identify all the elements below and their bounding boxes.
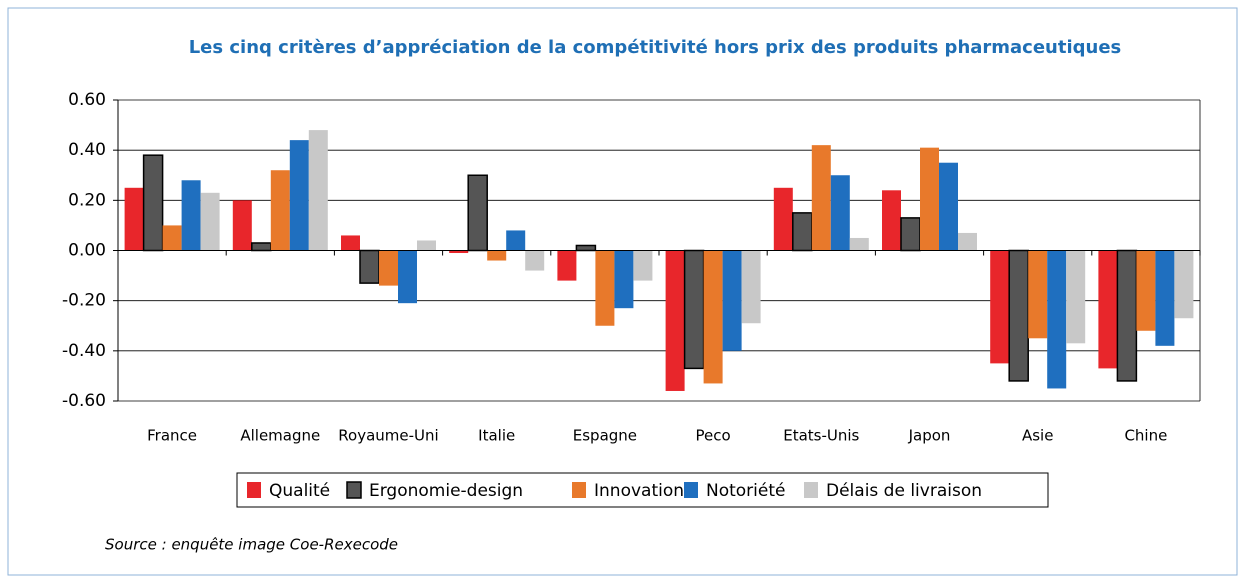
legend-swatch bbox=[572, 482, 586, 498]
bar bbox=[124, 187, 144, 251]
bar bbox=[417, 240, 436, 251]
bar bbox=[1174, 250, 1194, 319]
bar bbox=[683, 249, 705, 370]
bar bbox=[939, 162, 958, 251]
y-tick-label: 0.40 bbox=[68, 140, 106, 160]
y-tick-label: -0.60 bbox=[62, 391, 106, 411]
x-tick-label: France bbox=[147, 427, 197, 445]
y-tick-label: 0.60 bbox=[68, 90, 106, 110]
bar bbox=[1066, 250, 1086, 344]
bar bbox=[811, 145, 831, 251]
x-tick-label: Chine bbox=[1124, 427, 1167, 445]
bar bbox=[595, 250, 615, 326]
bar bbox=[1028, 250, 1048, 339]
bar bbox=[308, 130, 328, 251]
x-tick-label: Asie bbox=[1022, 427, 1053, 445]
legend-swatch bbox=[247, 482, 261, 498]
bar bbox=[703, 250, 723, 384]
bar bbox=[665, 250, 685, 391]
bar bbox=[232, 200, 252, 251]
bar bbox=[722, 250, 742, 351]
legend-swatch bbox=[684, 482, 698, 498]
legend-swatch bbox=[346, 481, 362, 499]
bar bbox=[920, 147, 939, 251]
legend-swatch bbox=[804, 482, 818, 498]
bar bbox=[449, 250, 469, 254]
bar bbox=[575, 244, 597, 252]
bar bbox=[792, 212, 813, 252]
bar bbox=[958, 232, 977, 251]
bar bbox=[1008, 249, 1029, 382]
bar bbox=[633, 250, 653, 281]
bar bbox=[1047, 250, 1067, 389]
bar bbox=[270, 170, 290, 251]
bar bbox=[487, 250, 507, 261]
x-tick-label: Italie bbox=[478, 427, 515, 445]
legend-label: Innovation bbox=[594, 481, 684, 501]
bar bbox=[882, 190, 901, 251]
bar bbox=[379, 250, 398, 286]
bar bbox=[1098, 250, 1118, 369]
bar bbox=[398, 250, 417, 304]
source: Source : enquête image Coe-Rexecode bbox=[105, 536, 398, 554]
bar bbox=[181, 180, 201, 251]
bar bbox=[830, 175, 850, 251]
x-tick-label: Japon bbox=[908, 427, 951, 445]
bar bbox=[990, 250, 1010, 364]
bar bbox=[849, 237, 869, 251]
chart-title: Les cinq critères d’appréciation de la c… bbox=[189, 37, 1122, 58]
bar bbox=[467, 174, 488, 252]
x-tick-label: Royaume-Uni bbox=[338, 427, 438, 445]
frame bbox=[7, 7, 1238, 576]
bar bbox=[525, 250, 545, 271]
y-tick-label: 0.00 bbox=[68, 241, 106, 261]
bar bbox=[1155, 250, 1175, 346]
bar bbox=[1136, 250, 1156, 331]
legend-label: Délais de livraison bbox=[826, 481, 982, 501]
legend-label: Notoriété bbox=[706, 481, 785, 501]
bar bbox=[1116, 249, 1138, 382]
x-tick-label: Allemagne bbox=[240, 427, 320, 445]
bar bbox=[900, 217, 921, 252]
bar bbox=[773, 187, 793, 251]
bar bbox=[557, 250, 577, 281]
bar bbox=[359, 249, 380, 284]
x-tick-label: Etats-Unis bbox=[783, 427, 859, 445]
bar bbox=[341, 235, 360, 251]
y-tick-label: -0.20 bbox=[62, 291, 106, 311]
legend bbox=[236, 472, 1049, 508]
bar bbox=[251, 242, 272, 252]
legend-label: Ergonomie-design bbox=[369, 481, 523, 501]
bar bbox=[506, 230, 526, 251]
bar bbox=[142, 154, 164, 252]
y-tick-label: 0.20 bbox=[68, 190, 106, 210]
y-tick-label: -0.40 bbox=[62, 341, 106, 361]
x-tick-label: Peco bbox=[696, 427, 731, 445]
bar bbox=[162, 225, 182, 251]
bar bbox=[200, 192, 220, 251]
bar bbox=[289, 140, 309, 251]
x-tick-label: Espagne bbox=[573, 427, 637, 445]
legend-label: Qualité bbox=[269, 481, 330, 501]
bar bbox=[614, 250, 634, 309]
bar bbox=[741, 250, 761, 324]
